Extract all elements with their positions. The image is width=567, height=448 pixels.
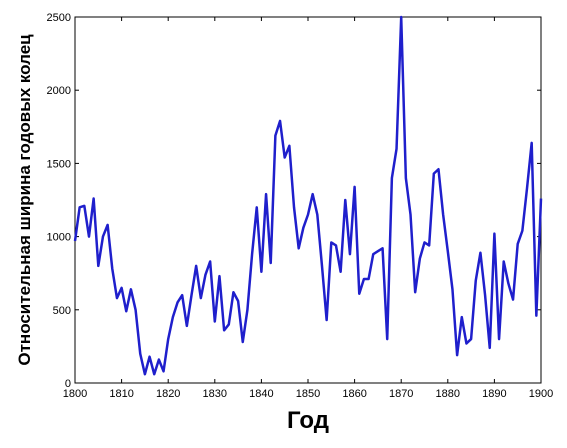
x-tick-label: 1840 (249, 388, 273, 400)
x-tick-label: 1810 (109, 388, 133, 400)
y-tick-label: 2000 (47, 85, 71, 97)
x-tick-label: 1820 (156, 388, 180, 400)
x-tick-label: 1900 (529, 388, 553, 400)
y-tick-label: 1000 (47, 232, 71, 244)
x-tick-label: 1860 (342, 388, 366, 400)
x-tick-label: 1890 (482, 388, 506, 400)
y-tick-label: 500 (53, 305, 71, 317)
y-tick-label: 2500 (47, 12, 71, 24)
x-axis-label: Год (287, 407, 329, 434)
y-tick-label: 1500 (47, 158, 71, 170)
x-tick-label: 1850 (296, 388, 320, 400)
x-tick-label: 1800 (63, 388, 87, 400)
x-tick-label: 1880 (436, 388, 460, 400)
y-tick-label: 0 (65, 378, 71, 390)
y-axis-label: Относительная ширина годовых колец (15, 34, 34, 366)
x-tick-label: 1830 (203, 388, 227, 400)
data-line (73, 15, 543, 376)
x-tick-label: 1870 (389, 388, 413, 400)
